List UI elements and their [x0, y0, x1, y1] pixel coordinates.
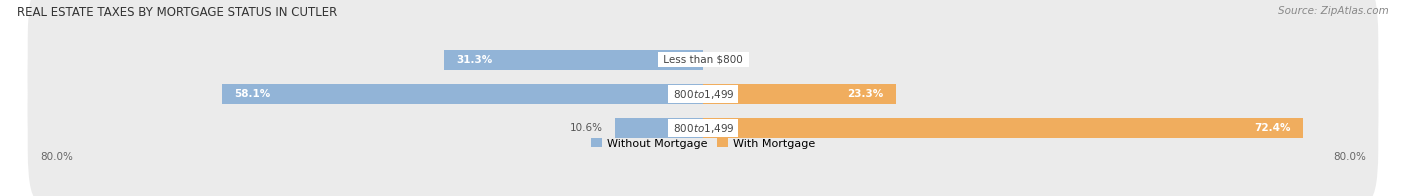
Bar — [616, 118, 703, 138]
Text: 80.0%: 80.0% — [1333, 152, 1365, 162]
Text: 31.3%: 31.3% — [456, 55, 492, 65]
Text: REAL ESTATE TAXES BY MORTGAGE STATUS IN CUTLER: REAL ESTATE TAXES BY MORTGAGE STATUS IN … — [17, 6, 337, 19]
FancyBboxPatch shape — [28, 55, 1378, 196]
Bar — [703, 84, 896, 104]
Text: 0.0%: 0.0% — [716, 55, 742, 65]
Text: $800 to $1,499: $800 to $1,499 — [671, 122, 735, 135]
Text: 72.4%: 72.4% — [1254, 123, 1291, 133]
FancyBboxPatch shape — [28, 21, 1378, 168]
FancyBboxPatch shape — [28, 0, 1378, 133]
Text: 23.3%: 23.3% — [848, 89, 883, 99]
Bar — [444, 50, 703, 70]
Text: $800 to $1,499: $800 to $1,499 — [671, 88, 735, 101]
Legend: Without Mortgage, With Mortgage: Without Mortgage, With Mortgage — [586, 134, 820, 153]
Text: 58.1%: 58.1% — [233, 89, 270, 99]
Text: Less than $800: Less than $800 — [659, 55, 747, 65]
Text: 10.6%: 10.6% — [569, 123, 603, 133]
Text: 80.0%: 80.0% — [41, 152, 73, 162]
Bar — [222, 84, 703, 104]
Bar — [703, 118, 1303, 138]
Text: Source: ZipAtlas.com: Source: ZipAtlas.com — [1278, 6, 1389, 16]
